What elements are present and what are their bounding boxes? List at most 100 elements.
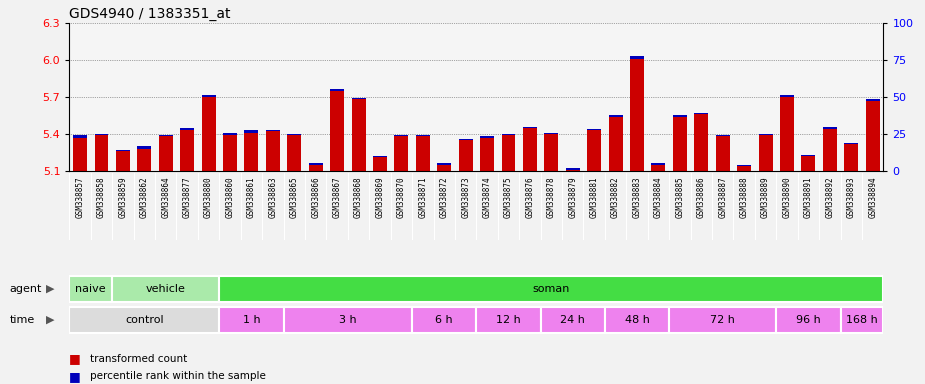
Bar [352, 98, 365, 99]
Text: 6 h: 6 h [436, 314, 453, 325]
Bar [219, 307, 284, 333]
Bar [265, 131, 280, 171]
Bar [630, 56, 644, 59]
Text: GSM338875: GSM338875 [504, 176, 513, 218]
Bar [416, 135, 430, 136]
Text: GSM338872: GSM338872 [439, 176, 449, 218]
Bar [545, 133, 559, 134]
Bar [244, 133, 258, 171]
Bar [94, 134, 108, 135]
Text: ■: ■ [69, 370, 81, 383]
Bar [116, 150, 130, 151]
Bar [373, 156, 387, 157]
Bar [845, 142, 858, 144]
Bar [716, 136, 730, 171]
Bar [73, 137, 87, 171]
Bar [459, 140, 473, 171]
Bar [695, 113, 709, 114]
Text: 168 h: 168 h [846, 314, 878, 325]
Text: GSM338886: GSM338886 [697, 176, 706, 218]
Bar [265, 130, 280, 131]
Text: agent: agent [9, 284, 42, 294]
Text: GSM338874: GSM338874 [483, 176, 491, 218]
Bar [609, 115, 623, 117]
Bar [566, 169, 580, 170]
Bar [716, 135, 730, 136]
Bar [695, 114, 709, 171]
Bar [609, 117, 623, 171]
Bar [841, 307, 883, 333]
Text: GSM338871: GSM338871 [418, 176, 427, 218]
Bar [413, 307, 476, 333]
Text: GSM338869: GSM338869 [376, 176, 385, 218]
Text: GSM338867: GSM338867 [333, 176, 341, 218]
Text: GSM338882: GSM338882 [611, 176, 620, 218]
Bar [845, 144, 858, 171]
Bar [69, 276, 112, 302]
Text: GSM338870: GSM338870 [397, 176, 406, 218]
Bar [866, 99, 880, 101]
Text: GSM338859: GSM338859 [118, 176, 128, 218]
Bar [138, 146, 152, 149]
Bar [223, 135, 237, 171]
Bar [288, 134, 302, 135]
Bar [116, 151, 130, 171]
Text: ▶: ▶ [46, 314, 55, 325]
Text: GSM338894: GSM338894 [869, 176, 877, 218]
Bar [373, 157, 387, 171]
Bar [823, 129, 837, 171]
Bar [669, 307, 776, 333]
Bar [69, 307, 219, 333]
Bar [587, 129, 601, 130]
Text: naive: naive [76, 284, 106, 294]
Bar [672, 115, 687, 117]
Bar [159, 135, 173, 136]
Bar [138, 149, 152, 171]
Bar [651, 164, 665, 165]
Bar [394, 136, 408, 171]
Bar [394, 135, 408, 136]
Bar [112, 276, 219, 302]
Bar [180, 130, 194, 171]
Bar [352, 99, 365, 171]
Text: GSM338889: GSM338889 [761, 176, 770, 218]
Bar [823, 127, 837, 129]
Text: 12 h: 12 h [496, 314, 521, 325]
Text: GSM338861: GSM338861 [247, 176, 256, 218]
Text: GSM338881: GSM338881 [590, 176, 598, 218]
Bar [438, 165, 451, 171]
Bar [476, 307, 540, 333]
Text: GSM338865: GSM338865 [290, 176, 299, 218]
Bar [330, 91, 344, 171]
Bar [284, 307, 413, 333]
Text: GSM338857: GSM338857 [76, 176, 84, 218]
Text: vehicle: vehicle [146, 284, 186, 294]
Bar [540, 307, 605, 333]
Text: percentile rank within the sample: percentile rank within the sample [90, 371, 265, 381]
Bar [587, 130, 601, 171]
Text: 72 h: 72 h [710, 314, 735, 325]
Bar [202, 95, 216, 97]
Bar [758, 134, 772, 135]
Bar [94, 135, 108, 171]
Text: 24 h: 24 h [561, 314, 586, 325]
Text: ▶: ▶ [46, 284, 55, 294]
Text: ■: ■ [69, 353, 81, 366]
Text: 48 h: 48 h [624, 314, 649, 325]
Text: GSM338883: GSM338883 [633, 176, 642, 218]
Bar [244, 130, 258, 133]
Text: GSM338885: GSM338885 [675, 176, 684, 218]
Bar [776, 307, 841, 333]
Text: GSM338880: GSM338880 [204, 176, 213, 218]
Text: GSM338866: GSM338866 [311, 176, 320, 218]
Text: GDS4940 / 1383351_at: GDS4940 / 1383351_at [69, 7, 231, 21]
Text: GSM338878: GSM338878 [547, 176, 556, 218]
Bar [501, 135, 515, 171]
Bar [780, 95, 794, 97]
Bar [630, 59, 644, 171]
Text: GSM338884: GSM338884 [654, 176, 663, 218]
Bar [330, 89, 344, 91]
Text: soman: soman [533, 284, 570, 294]
Bar [180, 128, 194, 130]
Bar [523, 128, 536, 171]
